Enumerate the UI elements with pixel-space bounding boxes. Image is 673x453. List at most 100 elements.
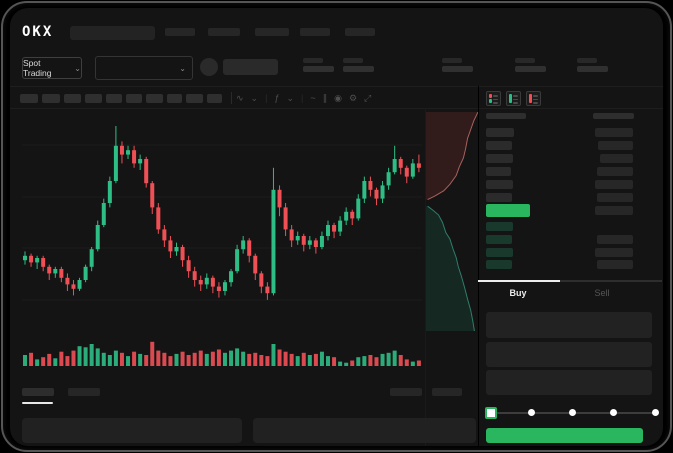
- nav-item-skeleton[interactable]: [255, 28, 289, 36]
- candle-style-icon[interactable]: ∿: [236, 92, 244, 103]
- volume-bar: [83, 347, 88, 366]
- chevron-down-icon[interactable]: ⌄: [250, 92, 259, 103]
- orderbook-asks-icon[interactable]: [526, 91, 541, 106]
- ask-amount-skeleton[interactable]: [595, 206, 633, 215]
- orderbook-both-icon[interactable]: [486, 91, 501, 106]
- orderbook-bids-icon[interactable]: [506, 91, 521, 106]
- divider: |: [265, 93, 268, 103]
- measure-icon[interactable]: ∥: [322, 92, 328, 103]
- timeframe-button-skeleton[interactable]: [146, 94, 163, 103]
- candle-body: [101, 203, 106, 225]
- nav-item-skeleton[interactable]: [300, 28, 330, 36]
- ask-price-skeleton[interactable]: [486, 193, 512, 202]
- ask-amount-skeleton[interactable]: [600, 154, 633, 163]
- chevron-down-icon[interactable]: ⌄: [286, 92, 294, 103]
- tab-buy[interactable]: Buy: [509, 288, 527, 298]
- buy-submit-button[interactable]: [486, 428, 643, 443]
- candle-body: [180, 247, 185, 261]
- nav-item-skeleton[interactable]: [208, 28, 240, 36]
- volume-bar: [89, 344, 94, 366]
- pair-name-skeleton[interactable]: [223, 59, 278, 75]
- history-table-skeleton[interactable]: [253, 418, 476, 443]
- bid-amount-skeleton[interactable]: [597, 235, 633, 244]
- candlestick-chart[interactable]: [22, 115, 422, 315]
- nav-item-skeleton[interactable]: [345, 28, 375, 36]
- price-input-skeleton[interactable]: [486, 312, 652, 338]
- line-tool-icon[interactable]: ~: [310, 93, 316, 103]
- timeframe-button-skeleton[interactable]: [42, 94, 60, 103]
- ask-amount-skeleton[interactable]: [595, 128, 633, 137]
- ask-price-skeleton[interactable]: [486, 128, 514, 137]
- volume-bar: [253, 352, 258, 366]
- bid-price-skeleton[interactable]: [486, 260, 512, 269]
- indicator-icon[interactable]: ƒ: [274, 93, 280, 103]
- timeframe-button-skeleton[interactable]: [64, 94, 81, 103]
- ask-amount-skeleton[interactable]: [595, 180, 633, 189]
- volume-bar: [344, 362, 349, 366]
- bid-price-skeleton[interactable]: [486, 222, 513, 231]
- total-input-skeleton[interactable]: [486, 370, 652, 395]
- row-mark: [493, 98, 498, 100]
- bottom-tab-skeleton[interactable]: [22, 388, 54, 396]
- bottom-control-skeleton[interactable]: [390, 388, 422, 396]
- buy-tab-indicator: [478, 280, 560, 282]
- volume-chart[interactable]: [22, 340, 422, 366]
- timeframe-button-skeleton[interactable]: [20, 94, 38, 103]
- ask-amount-skeleton[interactable]: [597, 167, 633, 176]
- bid-price-skeleton[interactable]: [486, 248, 513, 257]
- color-mark: [489, 94, 492, 98]
- trading-app-window: OKX Spot Trading ⌄ ⌄ ∿ ⌄ | ƒ ⌄ | ~ ∥ ◉ ⚙ ⤢: [10, 8, 663, 446]
- ask-amount-skeleton[interactable]: [598, 141, 633, 150]
- bid-amount-skeleton[interactable]: [595, 248, 633, 257]
- ask-price-skeleton[interactable]: [486, 141, 512, 150]
- timeframe-button-skeleton[interactable]: [207, 94, 222, 103]
- candle-body: [380, 185, 385, 199]
- volume-bar: [404, 359, 409, 366]
- bottom-tab-skeleton[interactable]: [68, 388, 100, 396]
- candle-body: [301, 236, 306, 245]
- asks-depth-area: [426, 112, 478, 200]
- volume-bar: [398, 355, 403, 366]
- slider-stop-dot[interactable]: [569, 409, 576, 416]
- tab-sell[interactable]: Sell: [594, 288, 610, 298]
- chevron-down-icon: ⌄: [74, 63, 81, 73]
- stat-label-skeleton: [515, 58, 535, 63]
- ask-price-skeleton[interactable]: [486, 154, 513, 163]
- search-input[interactable]: [70, 26, 155, 40]
- timeframe-button-skeleton[interactable]: [85, 94, 102, 103]
- depth-chart[interactable]: [426, 112, 478, 331]
- orderbook-header-skeleton: [486, 113, 526, 119]
- volume-bar: [204, 353, 209, 366]
- slider-stop-dot[interactable]: [527, 409, 535, 416]
- candle-body: [95, 225, 100, 250]
- bottom-control-skeleton[interactable]: [432, 388, 462, 396]
- last-price-badge[interactable]: [486, 204, 530, 217]
- ask-amount-skeleton[interactable]: [597, 193, 633, 202]
- timeframe-button-skeleton[interactable]: [186, 94, 203, 103]
- timeframe-button-skeleton[interactable]: [106, 94, 122, 103]
- volume-bar: [350, 360, 355, 366]
- settings-gear-icon[interactable]: ⚙: [348, 92, 358, 103]
- bid-amount-skeleton[interactable]: [597, 260, 633, 269]
- bid-price-skeleton[interactable]: [486, 235, 512, 244]
- candle-body: [47, 266, 52, 274]
- slider-handle[interactable]: [485, 407, 497, 419]
- volume-bar: [71, 350, 76, 366]
- timeframe-button-skeleton[interactable]: [167, 94, 182, 103]
- orders-table-skeleton[interactable]: [22, 418, 242, 443]
- volume-bar: [168, 356, 173, 366]
- volume-bar: [41, 357, 46, 366]
- camera-icon[interactable]: ◉: [334, 92, 342, 103]
- fullscreen-icon[interactable]: ⤢: [364, 92, 372, 103]
- timeframe-button-skeleton[interactable]: [126, 94, 142, 103]
- candle-body: [132, 150, 137, 164]
- candle-body: [186, 260, 191, 272]
- ask-price-skeleton[interactable]: [486, 167, 511, 176]
- market-type-dropdown[interactable]: Spot Trading ⌄: [22, 57, 82, 79]
- ask-price-skeleton[interactable]: [486, 180, 513, 189]
- amount-input-skeleton[interactable]: [486, 342, 652, 367]
- slider-stop-dot[interactable]: [651, 409, 659, 416]
- slider-stop-dot[interactable]: [610, 409, 618, 416]
- nav-item-skeleton[interactable]: [165, 28, 195, 36]
- pair-select-dropdown[interactable]: ⌄: [95, 56, 193, 80]
